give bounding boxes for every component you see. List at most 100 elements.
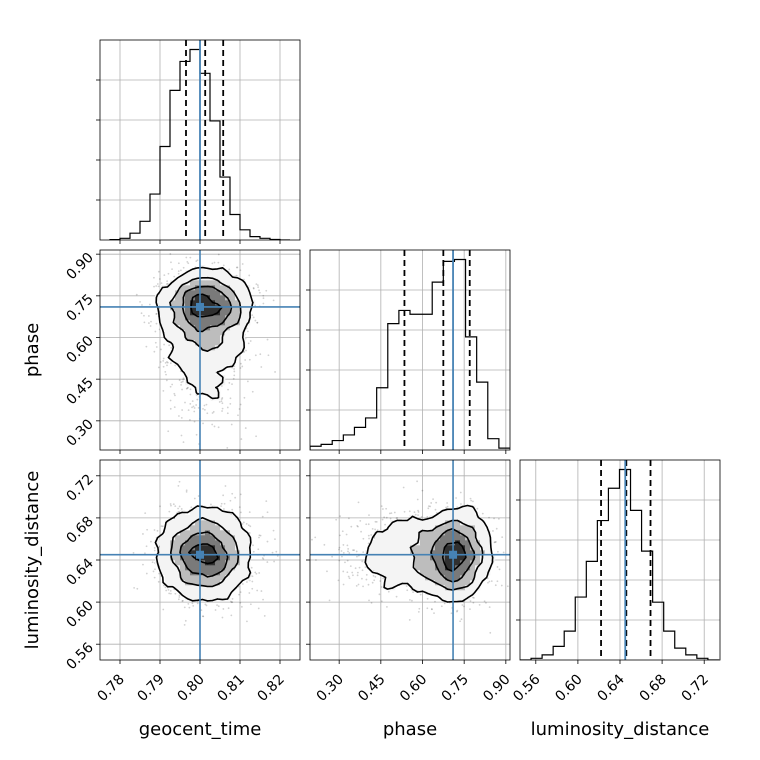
density-cell: [180, 570, 186, 576]
density-cell: [230, 345, 236, 351]
density-cell: [210, 280, 216, 286]
density-cell: [185, 290, 191, 296]
scatter-point: [244, 359, 247, 361]
density-cell: [210, 325, 216, 331]
density-cell: [170, 315, 176, 321]
density-cell: [230, 525, 236, 531]
scatter-point: [182, 378, 185, 381]
density-cell: [245, 310, 251, 316]
scatter-point: [181, 388, 183, 391]
scatter-point: [153, 350, 156, 353]
scatter-point: [144, 512, 147, 514]
scatter-point: [221, 402, 224, 405]
density-cell: [225, 285, 231, 291]
scatter-point: [189, 256, 192, 259]
density-cell: [220, 355, 226, 361]
density-cell: [190, 510, 196, 516]
density-cell: [225, 525, 231, 531]
density-cell: [180, 520, 186, 526]
density-cell: [155, 540, 161, 546]
density-cell: [190, 330, 196, 336]
density-cell: [210, 350, 216, 356]
scatter-point: [252, 316, 255, 319]
scatter-point: [238, 593, 240, 596]
scatter-point: [169, 503, 172, 505]
scatter-point: [226, 406, 229, 409]
scatter-point: [445, 506, 447, 509]
scatter-point: [349, 565, 352, 567]
density-cell: [165, 570, 171, 576]
density-cell: [160, 565, 166, 571]
scatter-point: [258, 572, 261, 574]
density-cell: [170, 530, 176, 536]
scatter-point: [233, 365, 236, 368]
density-cell: [215, 295, 221, 301]
scatter-point: [257, 548, 260, 551]
scatter-point: [133, 587, 136, 589]
scatter-point: [262, 558, 265, 560]
density-cell: [220, 310, 226, 316]
density-cell: [220, 550, 226, 556]
density-cell: [195, 535, 201, 541]
scatter-point: [178, 594, 181, 597]
density-cell: [200, 300, 206, 306]
density-cell: [205, 375, 211, 381]
scatter-point: [402, 486, 405, 489]
contour-line: [169, 276, 242, 352]
density-cell: [175, 525, 181, 531]
scatter-point: [217, 605, 220, 608]
hist-panel-geocent-time: [96, 39, 301, 244]
density-cell: [185, 535, 191, 541]
density-cell: [215, 335, 221, 341]
density-cell: [205, 370, 211, 376]
scatter-point: [259, 534, 262, 537]
scatter-point: [252, 286, 255, 289]
scatter-point: [185, 490, 188, 493]
density-cell: [210, 580, 216, 586]
contour-line: [154, 505, 252, 602]
panel-content: [100, 238, 300, 450]
density-cell: [205, 335, 211, 341]
density-cell: [225, 340, 231, 346]
density-cell: [210, 370, 216, 376]
density-cell: [210, 565, 216, 571]
scatter-point: [132, 551, 135, 554]
scatter-point: [251, 575, 254, 578]
density-cell: [195, 290, 201, 296]
density-cell: [160, 535, 166, 541]
scatter-point: [150, 540, 152, 543]
scatter-point: [162, 608, 165, 611]
scatter-point: [193, 420, 196, 423]
density-cell: [190, 355, 196, 361]
scatter-point: [361, 569, 364, 572]
scatter-point: [254, 354, 257, 357]
scatter-point: [196, 398, 199, 401]
scatter-point: [169, 399, 172, 402]
scatter-point: [165, 283, 168, 285]
scatter-point: [181, 238, 183, 240]
density-cell: [160, 540, 166, 546]
scatter-point: [180, 416, 183, 419]
density-cell: [190, 380, 196, 386]
scatter-point: [177, 510, 180, 513]
density-cell: [220, 515, 226, 521]
density-cell: [185, 340, 191, 346]
scatter-point: [417, 509, 419, 512]
density-cell: [195, 565, 201, 571]
density-cell: [200, 595, 206, 601]
density-cell: [170, 340, 176, 346]
scatter-point: [239, 601, 242, 604]
density-cell: [180, 355, 186, 361]
density-cell: [175, 330, 181, 336]
density-cell: [225, 580, 231, 586]
density-cell: [220, 520, 226, 526]
density-cell: [170, 575, 176, 581]
density-cell: [235, 345, 241, 351]
density-cell: [200, 505, 206, 511]
density-cell: [190, 315, 196, 321]
density-cell: [180, 310, 186, 316]
density-cell: [205, 555, 211, 561]
truth-marker: [196, 302, 204, 311]
density-cell: [195, 595, 201, 601]
scatter-point: [262, 302, 265, 305]
